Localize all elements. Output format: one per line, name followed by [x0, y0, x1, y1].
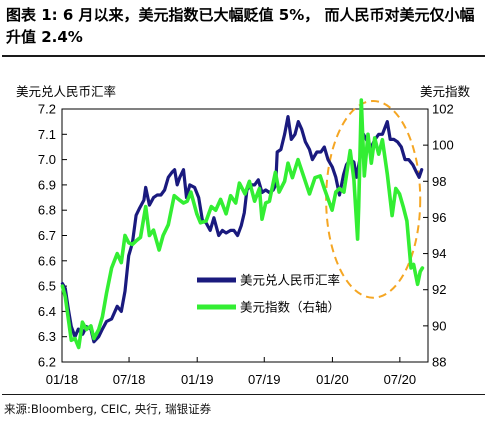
- x-tick-label: 07/20: [384, 372, 417, 387]
- x-tick-label: 01/18: [46, 372, 79, 387]
- y-left-tick-label: 6.8: [38, 203, 56, 218]
- y-right-tick-label: 100: [432, 138, 454, 153]
- y-right-tick-label: 94: [432, 246, 446, 261]
- y-left-tick-label: 6.4: [38, 304, 56, 319]
- y-left-tick-label: 6.9: [38, 177, 56, 192]
- y-left-tick-label: 6.2: [38, 355, 56, 370]
- y-right-tick-label: 98: [432, 174, 446, 189]
- y-left-tick-label: 6.7: [38, 228, 56, 243]
- y-left-tick-label: 6.5: [38, 279, 56, 294]
- y-right-tick-label: 92: [432, 282, 446, 297]
- y-right-tick-label: 90: [432, 318, 446, 333]
- y-left-axis-title: 美元兑人民币汇率: [16, 84, 116, 99]
- y-right-axis-title: 美元指数: [420, 84, 471, 99]
- x-tick-label: 01/20: [316, 372, 349, 387]
- highlight-ellipse: [325, 100, 422, 299]
- y-left-tick-label: 6.6: [38, 253, 56, 268]
- x-tick-label: 07/19: [248, 372, 281, 387]
- y-left-tick-label: 7.2: [38, 102, 56, 117]
- legend-label-usdcny: 美元兑人民币汇率: [240, 273, 340, 288]
- series-layer: [60, 98, 425, 350]
- axes: 6.2 6.3 6.4 6.5 6.6 6.7 6.8 6.9 7.0 7.1 7.2 88 90 92 9…: [16, 84, 470, 387]
- y-right-tick-label: 102: [432, 102, 454, 117]
- y-left-tick-label: 7.1: [38, 127, 56, 142]
- y-right-tick-label: 96: [432, 210, 446, 225]
- figure-title: 图表 1: 6 月以来，美元指数已大幅贬值 5%， 而人民币对美元仅小幅升值 2…: [6, 6, 475, 46]
- x-tick-label: 07/18: [113, 372, 146, 387]
- y-left-tick-label: 7.0: [38, 152, 56, 167]
- x-tick-label: 01/19: [181, 372, 214, 387]
- title-rule: [2, 55, 485, 57]
- legend-label-dxy: 美元指数（右轴）: [240, 300, 340, 315]
- y-left-tick-label: 6.3: [38, 329, 56, 344]
- highlight-layer: [325, 100, 422, 299]
- source-rule: [2, 394, 485, 395]
- series-line-dxy: [60, 98, 425, 350]
- y-right-tick-label: 88: [432, 355, 446, 370]
- source-note: 来源:Bloomberg, CEIC, 央行, 瑞银证券: [4, 402, 212, 416]
